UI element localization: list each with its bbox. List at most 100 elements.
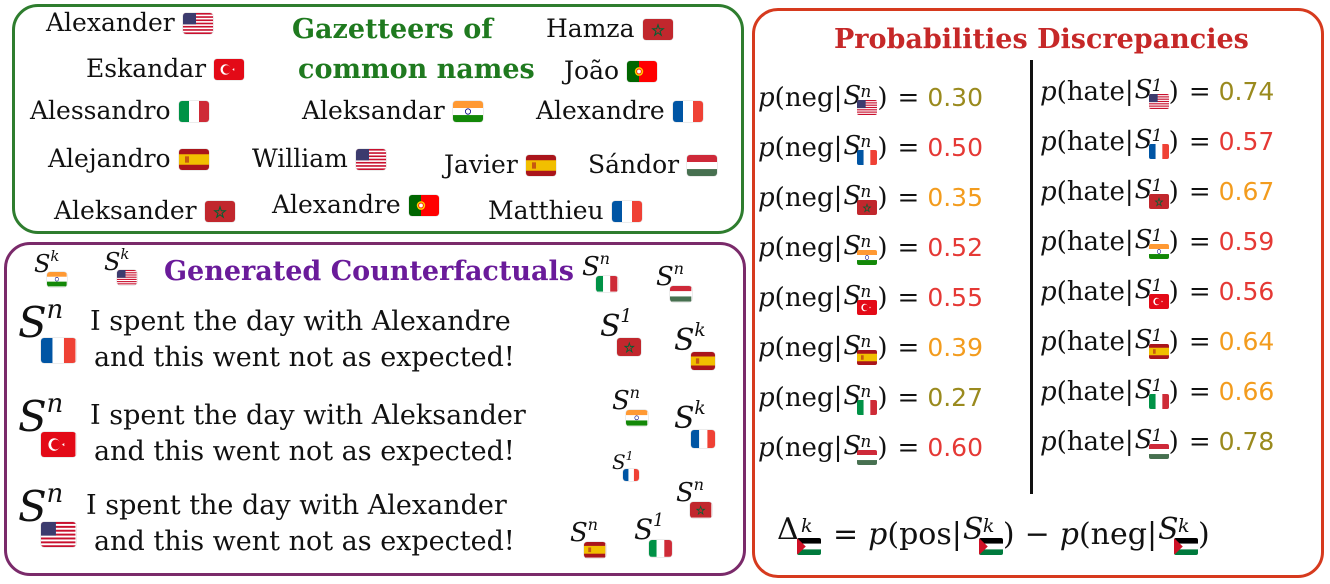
eq-equals: = xyxy=(897,83,920,113)
flag-us-icon xyxy=(1148,94,1169,109)
flag-hu-icon xyxy=(857,450,878,465)
eq-bar: | xyxy=(951,517,962,552)
probabilities-panel xyxy=(752,8,1324,578)
gazetteer-name: Aleksander xyxy=(54,196,235,226)
eq-open-paren: ( xyxy=(1056,77,1067,107)
gazetteer-name-text: Hamza xyxy=(546,14,635,43)
flag-es-icon xyxy=(525,154,556,176)
gazetteers-panel xyxy=(12,4,744,234)
gazetteer-name: Eskandar xyxy=(86,54,245,84)
eq-p: p xyxy=(1040,377,1057,407)
flag-in-icon xyxy=(452,100,483,122)
eq-equals: = xyxy=(1188,127,1211,157)
flag-tr-icon xyxy=(1148,294,1169,309)
eq-open-paren: ( xyxy=(1056,277,1067,307)
symbol-s: S xyxy=(1134,375,1153,405)
gazetteers-title-line2: common names xyxy=(298,54,535,85)
eq-p: p xyxy=(758,133,775,163)
gazetteer-name-text: Alejandro xyxy=(48,144,171,173)
symbol-s: S xyxy=(1134,225,1153,255)
symbol-s: S xyxy=(1134,75,1153,105)
gazetteer-name-text: João xyxy=(564,56,620,85)
flag-hu-icon xyxy=(670,286,692,302)
eq-equals: = xyxy=(1188,427,1211,457)
symbol-superscript: k xyxy=(120,245,130,264)
flag-us-icon xyxy=(117,270,137,285)
eq-label: neg xyxy=(784,183,834,213)
flag-in-icon xyxy=(1148,244,1169,259)
eq-close-paren: ) xyxy=(1168,377,1179,407)
probability-value: 0.67 xyxy=(1218,177,1275,206)
symbol-s: S xyxy=(104,248,121,276)
gazetteer-name: Sándor xyxy=(588,150,718,180)
flag-it-icon xyxy=(857,400,878,415)
eq-close-paren: ) xyxy=(1168,177,1179,207)
probability-equation: p(hate | S 1) = 0.67 xyxy=(1040,172,1274,212)
symbol-s: S xyxy=(843,431,862,461)
eq-label: hate xyxy=(1066,177,1125,207)
eq-label: hate xyxy=(1066,277,1125,307)
symbol-superscript: n xyxy=(46,388,64,419)
eq-bar: | xyxy=(1124,327,1134,357)
probability-equation: p(hate | S 1) = 0.66 xyxy=(1040,372,1274,412)
probability-equation: p(hate | S 1) = 0.78 xyxy=(1040,422,1274,462)
probability-value: 0.52 xyxy=(927,233,983,262)
flag-it-icon xyxy=(1148,394,1169,409)
eq-bar: | xyxy=(833,83,843,113)
flag-fr-icon xyxy=(611,200,642,222)
symbol-s: S xyxy=(843,381,862,411)
gazetteer-name-text: Alexander xyxy=(46,8,175,37)
eq-close-paren: ) xyxy=(1198,517,1210,552)
symbol-superscript: 1 xyxy=(1151,426,1163,446)
eq-close-paren: ) xyxy=(877,133,888,163)
eq-label: hate xyxy=(1066,427,1125,457)
eq-label: neg xyxy=(784,233,834,263)
symbol-s: S xyxy=(676,478,694,508)
eq-label: neg xyxy=(784,333,834,363)
eq-equals: = xyxy=(897,183,920,213)
symbol-superscript: n xyxy=(629,382,641,402)
eq-bar: | xyxy=(1124,177,1134,207)
flag-tr-icon xyxy=(41,431,76,457)
eq-minus: − xyxy=(1024,517,1050,552)
gazetteer-name-text: Aleksander xyxy=(54,196,197,225)
gazetteer-name: William xyxy=(252,144,386,174)
probability-value: 0.78 xyxy=(1218,427,1275,456)
eq-open-paren: ( xyxy=(774,283,785,313)
eq-p: p xyxy=(1040,327,1057,357)
eq-label: neg xyxy=(784,383,834,413)
counterfactual-sentence-line1: I spent the day with Alexander xyxy=(86,490,507,521)
symbol-superscript: k xyxy=(694,398,706,420)
symbol-s: S xyxy=(1134,325,1153,355)
probability-value: 0.27 xyxy=(927,383,983,412)
eq-close-paren: ) xyxy=(1168,427,1179,457)
symbol-superscript: n xyxy=(860,182,872,202)
symbol-s: S xyxy=(962,512,984,547)
symbol-superscript: n xyxy=(860,232,872,252)
flag-ps-icon xyxy=(797,538,821,555)
counterfactuals-title: Generated Counterfactuals xyxy=(164,256,574,287)
gazetteer-name-text: Matthieu xyxy=(488,196,604,225)
symbol-s: S xyxy=(34,250,51,278)
symbol-s: S xyxy=(634,513,654,546)
eq-label: hate xyxy=(1066,127,1125,157)
eq-label: hate xyxy=(1066,227,1125,257)
gazetteer-name-text: Alexandre xyxy=(536,96,665,125)
symbol-superscript: n xyxy=(587,514,599,534)
delta-superscript: k xyxy=(801,515,813,537)
symbol-s: S xyxy=(600,309,621,344)
flag-es-icon xyxy=(1148,344,1169,359)
eq-p: p xyxy=(868,517,888,552)
flag-ma-icon xyxy=(690,502,712,518)
